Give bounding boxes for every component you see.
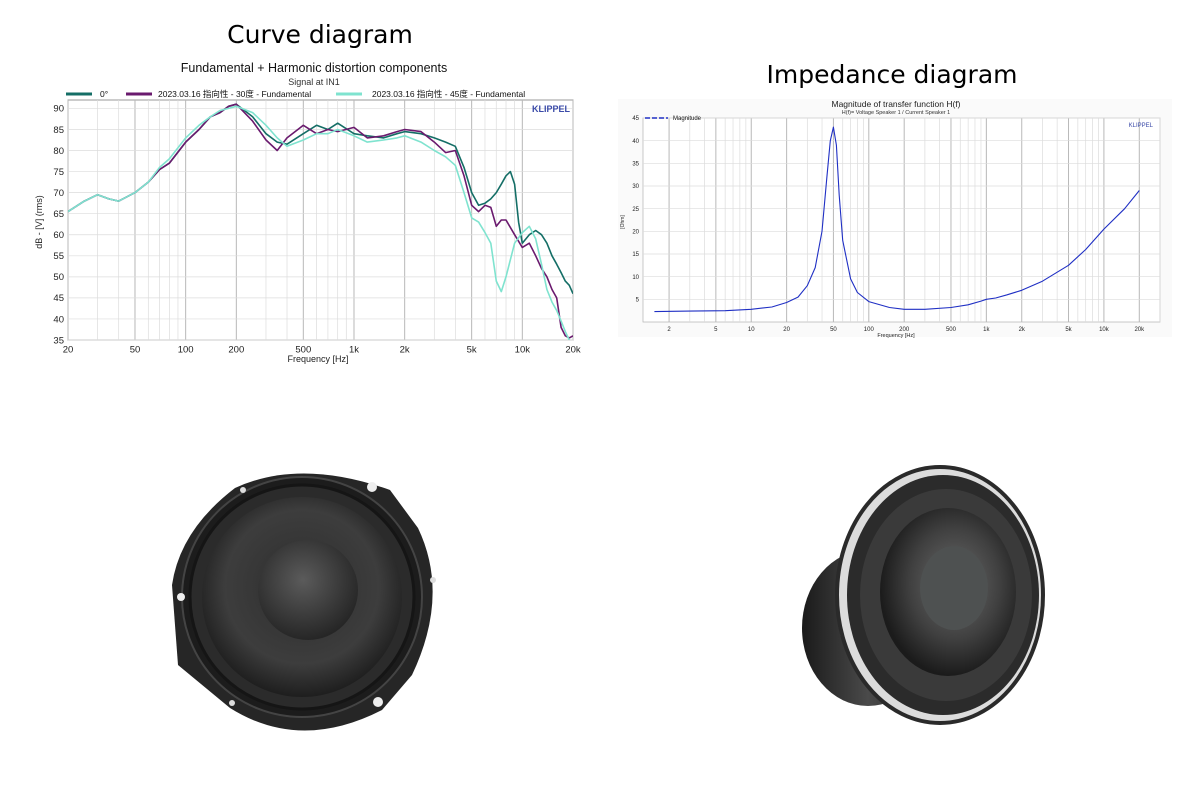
y-tick-label: 45 <box>53 293 64 304</box>
y-tick-label: 15 <box>632 252 639 258</box>
y-tick-label: 50 <box>53 272 64 283</box>
impedance-chart: Magnitude of transfer function H(f) H(f)… <box>618 99 1172 339</box>
x-tick-label: 20 <box>783 327 790 333</box>
curve-diagram-heading: Curve diagram <box>227 20 413 49</box>
speaker-front-photo <box>172 473 436 731</box>
x-tick-label: 50 <box>130 345 141 356</box>
legend-label: 2023.03.16 指向性 - 30度 - Fundamental <box>158 89 311 99</box>
chart-legend: 0° 2023.03.16 指向性 - 30度 - Fundamental 2023… <box>66 89 525 99</box>
x-tick-label: 5k <box>467 345 477 356</box>
x-tick-label: 20 <box>63 345 74 356</box>
grid-lines <box>643 117 1161 322</box>
x-tick-label: 2k <box>1019 327 1026 333</box>
series-line <box>654 126 1140 313</box>
y-tick-label: 10 <box>632 275 639 281</box>
y-tick-label: 85 <box>53 125 64 136</box>
x-tick-label: 1k <box>349 345 359 356</box>
speaker-angle-photo <box>802 465 1045 725</box>
y-tick-label: 75 <box>53 167 64 178</box>
x-tick-label: 2k <box>400 345 410 356</box>
legend-label: 2023.03.16 指向性 - 45度 - Fundamental <box>372 89 525 99</box>
legend-label: Magnitude <box>673 116 702 122</box>
legend-label: 0° <box>100 89 108 99</box>
series-lines <box>68 103 573 340</box>
series-lines <box>654 126 1140 313</box>
y-tick-label: 20 <box>632 229 639 235</box>
y-tick-label: 80 <box>53 146 64 157</box>
x-tick-label: 20k <box>1134 327 1145 333</box>
x-tick-label: 500 <box>946 327 957 333</box>
chart-subtitle: Signal at IN1 <box>288 77 340 87</box>
y-tick-label: 60 <box>53 230 64 241</box>
y-tick-labels: 5 10 15 20 25 30 35 40 45 <box>632 116 639 303</box>
x-tick-label: 10 <box>748 327 755 333</box>
x-axis-label: Frequency [Hz] <box>287 354 348 364</box>
x-axis-label: Frequency [Hz] <box>877 333 915 339</box>
grid-lines <box>67 100 574 341</box>
y-axis-label: dB - [V] (rms) <box>34 195 44 249</box>
series-line <box>68 105 571 340</box>
y-tick-label: 5 <box>636 297 640 303</box>
x-tick-label: 50 <box>830 327 837 333</box>
plot-area <box>67 99 574 341</box>
y-tick-label: 40 <box>53 314 64 325</box>
y-tick-label: 45 <box>632 116 639 122</box>
y-tick-labels: 35 40 45 50 55 60 65 70 75 80 85 90 <box>53 104 64 347</box>
y-axis-label: [Ohm] <box>620 215 626 229</box>
chart-legend: Magnitude <box>645 116 702 122</box>
y-tick-label: 40 <box>632 139 639 145</box>
series-line <box>68 103 573 339</box>
x-tick-label: 20k <box>565 345 581 356</box>
chart-title: Fundamental + Harmonic distortion compon… <box>181 61 447 75</box>
x-tick-label: 200 <box>228 345 244 356</box>
y-tick-label: 70 <box>53 188 64 199</box>
y-tick-label: 25 <box>632 207 639 213</box>
x-tick-label: 200 <box>899 327 910 333</box>
x-tick-labels: 20 50 100 200 500 1k 2k 5k 10k 20k <box>63 345 581 356</box>
y-tick-label: 35 <box>632 161 639 167</box>
x-tick-label: 100 <box>178 345 194 356</box>
x-tick-label: 100 <box>864 327 875 333</box>
y-tick-label: 65 <box>53 209 64 220</box>
y-tick-label: 90 <box>53 104 64 115</box>
plot-area <box>642 117 1161 323</box>
x-tick-label: 2 <box>667 327 671 333</box>
x-tick-label: 5 <box>714 327 718 333</box>
x-tick-label: 5k <box>1065 327 1072 333</box>
impedance-diagram-heading: Impedance diagram <box>766 60 1018 89</box>
klippel-brand: KLIPPEL <box>532 104 571 114</box>
frequency-response-chart: Fundamental + Harmonic distortion compon… <box>34 61 581 364</box>
y-tick-label: 30 <box>632 184 639 190</box>
x-tick-label: 500 <box>295 345 311 356</box>
chart-subtitle: H(f)= Voltage Speaker 1 / Current Speake… <box>842 110 950 116</box>
x-tick-labels: 2 5 10 20 50 100 200 500 1k 2k 5k 10k 20k <box>667 327 1145 333</box>
chart-title: Magnitude of transfer function H(f) <box>832 99 961 109</box>
klippel-brand: KLIPPEL <box>1129 123 1154 129</box>
y-tick-label: 55 <box>53 251 64 262</box>
x-tick-label: 1k <box>983 327 990 333</box>
x-tick-label: 10k <box>515 345 531 356</box>
y-tick-label: 35 <box>53 335 64 346</box>
x-tick-label: 10k <box>1099 327 1110 333</box>
